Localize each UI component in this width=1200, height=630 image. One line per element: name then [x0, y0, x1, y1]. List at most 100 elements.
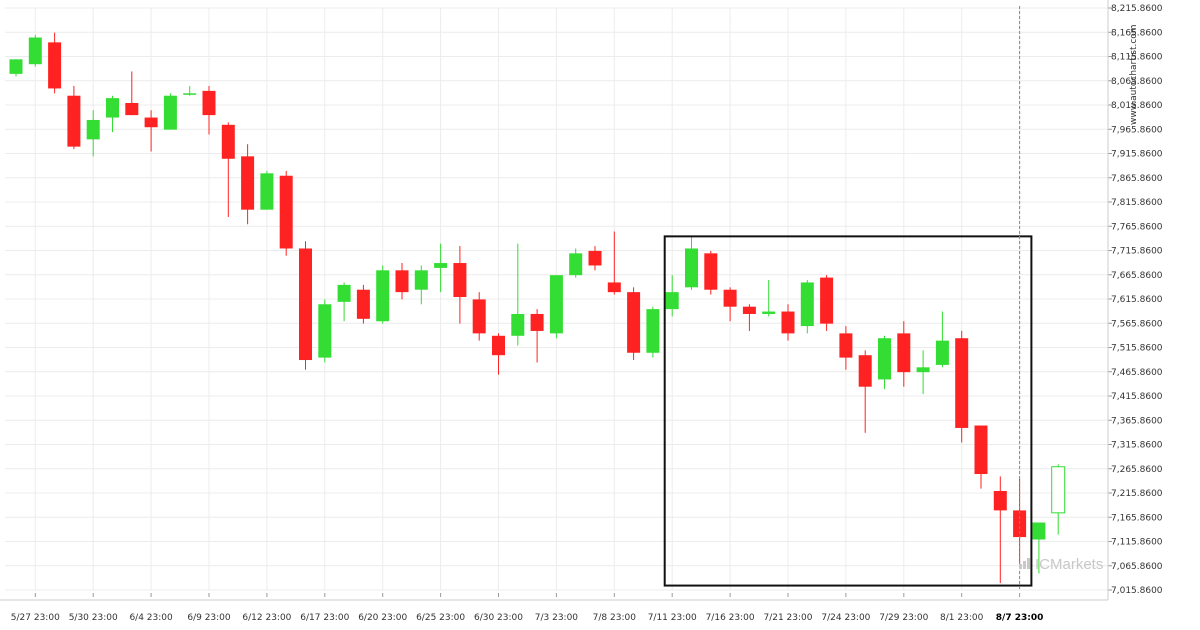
x-tick-label: 7/24 23:00: [821, 613, 870, 623]
candle-body: [762, 311, 776, 314]
y-tick-label: 7,265.8600: [1111, 465, 1163, 475]
logo-bar: [1023, 561, 1026, 569]
x-tick-label: 7/11 23:00: [648, 613, 697, 623]
candle-body: [9, 59, 23, 74]
candle: [299, 241, 312, 370]
candle: [279, 170, 293, 256]
candle: [48, 32, 62, 94]
y-tick-label: 7,615.8600: [1111, 295, 1163, 305]
candle-body: [28, 37, 42, 65]
candle-body: [106, 98, 119, 118]
candle: [67, 86, 81, 150]
candle: [955, 330, 969, 443]
candle-body: [530, 313, 544, 331]
x-tick-label: 6/4 23:00: [129, 613, 173, 623]
pattern-highlight-box: [663, 235, 1033, 587]
brand-logo-icon: [1019, 558, 1030, 569]
candle-body: [549, 275, 563, 334]
candle: [183, 86, 197, 96]
candle: [704, 250, 718, 295]
candle-body: [781, 311, 795, 334]
candles: [9, 32, 1066, 584]
candle-body: [742, 306, 756, 314]
candle-body: [202, 90, 216, 116]
candle: [106, 95, 119, 133]
y-tick-label: 8,165.8600: [1111, 28, 1163, 38]
x-tick-label: 6/12 23:00: [242, 613, 291, 623]
candle-body: [279, 175, 293, 249]
x-tick-label: 6/25 23:00: [416, 613, 465, 623]
candle-body: [569, 253, 583, 276]
x-tick-label: 7/8 23:00: [593, 613, 637, 623]
y-tick-label: 7,515.8600: [1111, 344, 1163, 354]
candle: [125, 71, 139, 116]
x-tick-label: 8/7 23:00: [996, 613, 1044, 623]
candle: [414, 265, 428, 305]
y-tick-label: 8,065.8600: [1111, 77, 1163, 87]
candle: [685, 236, 698, 290]
candle-body: [221, 124, 235, 159]
candle-body: [878, 338, 891, 380]
x-tick-label: 5/27 23:00: [11, 613, 60, 623]
candle: [916, 350, 930, 394]
candle: [627, 287, 641, 361]
candle-body: [685, 248, 698, 288]
candle-body: [48, 42, 62, 89]
y-axis: 8,215.8600 8,165.8600 8,115.8600 8,065.8600…: [1107, 0, 1163, 600]
candle: [607, 231, 621, 295]
watermark: www.autochartist.com: [1129, 24, 1139, 125]
x-axis: 5/27 23:00 5/30 23:00 6/4 23:00 6/9 23:00 6/…: [0, 593, 1108, 623]
candle: [144, 110, 158, 152]
candle: [530, 309, 544, 363]
candle: [762, 280, 776, 317]
y-tick-label: 8,215.8600: [1111, 4, 1163, 14]
y-tick-label: 7,465.8600: [1111, 368, 1163, 378]
y-tick-label: 7,015.8600: [1111, 586, 1163, 596]
candle-body: [414, 270, 428, 290]
candle-body: [704, 253, 718, 290]
candle: [376, 265, 390, 324]
candle-body: [955, 338, 969, 428]
y-tick-label: 7,915.8600: [1111, 150, 1163, 160]
x-tick-label: 7/16 23:00: [706, 613, 755, 623]
candle-body: [183, 93, 197, 95]
candle-body: [1032, 522, 1046, 540]
candle-body: [472, 299, 486, 334]
y-tick-label: 7,815.8600: [1111, 198, 1163, 208]
x-tick-label: 7/29 23:00: [879, 613, 928, 623]
candle: [28, 35, 42, 67]
x-tick-label: 6/20 23:00: [358, 613, 407, 623]
y-tick-label: 7,765.8600: [1111, 222, 1163, 232]
y-tick-label: 8,015.8600: [1111, 101, 1163, 111]
candle: [163, 93, 177, 130]
y-tick-label: 7,215.8600: [1111, 489, 1163, 499]
candle-body: [299, 248, 312, 361]
candle: [9, 59, 23, 77]
y-tick-label: 7,115.8600: [1111, 538, 1163, 548]
candle: [318, 299, 332, 363]
candle-body: [993, 490, 1007, 511]
candle-body: [86, 119, 100, 140]
candle-body: [627, 292, 641, 353]
candle: [800, 280, 814, 334]
candle-body: [395, 270, 409, 293]
brand-logo: ICMarkets: [1035, 556, 1103, 573]
candle: [453, 246, 467, 324]
candle: [492, 333, 505, 375]
candle-body: [163, 95, 177, 130]
candle-body: [241, 156, 255, 210]
candle: [86, 110, 100, 157]
x-tick-label: 5/30 23:00: [69, 613, 118, 623]
y-tick-label: 7,665.8600: [1111, 271, 1163, 281]
candle: [839, 326, 853, 370]
candle-body: [434, 263, 448, 268]
candle-body: [897, 333, 911, 373]
x-tick-label: 7/3 23:00: [535, 613, 579, 623]
candle-body: [935, 340, 949, 365]
candle-body: [337, 284, 351, 302]
candle: [221, 122, 235, 217]
y-tick-label: 7,165.8600: [1111, 513, 1163, 523]
candle-body: [376, 270, 390, 322]
